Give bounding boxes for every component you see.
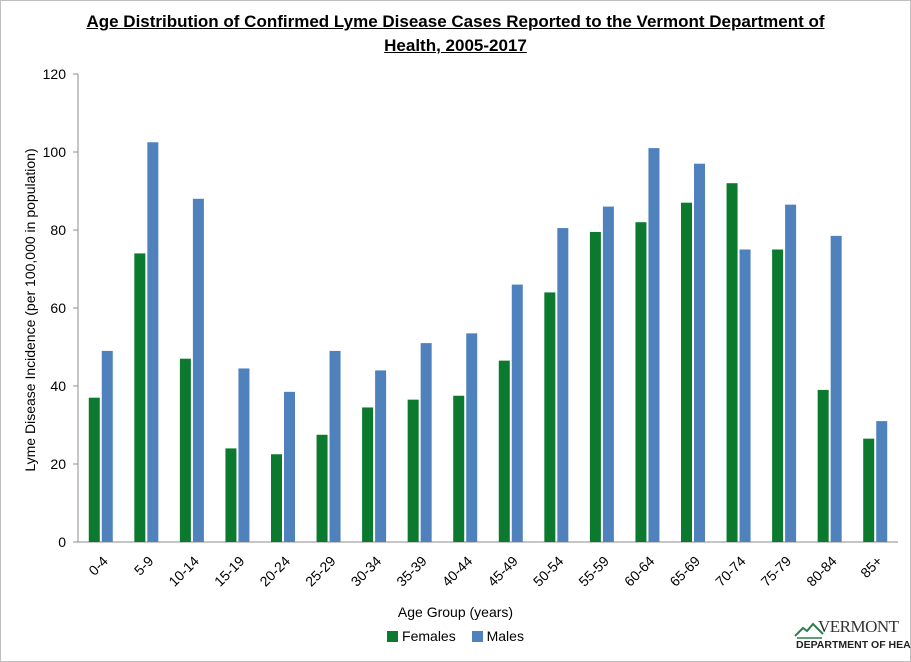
bar-females-60-64 — [635, 222, 647, 542]
x-tick-label: 10-14 — [165, 553, 202, 590]
bar-females-80-84 — [817, 389, 829, 542]
bar-females-40-44 — [453, 395, 465, 542]
bar-females-15-19 — [225, 448, 237, 542]
x-axis-label: Age Group (years) — [397, 604, 514, 620]
vermont-health-logo: VERMONT DEPARTMENT OF HEALTH — [792, 615, 911, 655]
y-tick-label: 120 — [43, 66, 67, 82]
bar-males-20-24 — [284, 391, 295, 542]
bar-males-75-79 — [785, 204, 797, 542]
bar-females-0-4 — [88, 397, 100, 542]
bar-males-85plus — [876, 421, 888, 542]
y-tick-label: 0 — [58, 534, 66, 550]
chart-title-line-1: Age Distribution of Confirmed Lyme Disea… — [86, 12, 825, 31]
bar-females-50-54 — [544, 292, 556, 542]
bar-females-5-9 — [134, 253, 146, 542]
x-tick-label: 65-69 — [666, 553, 703, 590]
legend: Females Males — [0, 628, 911, 644]
x-tick-label: 0-4 — [85, 553, 111, 579]
x-tick-label: 55-59 — [575, 553, 612, 590]
bar-males-10-14 — [192, 198, 204, 543]
bar-males-30-34 — [375, 370, 387, 542]
legend-swatch-females — [387, 631, 399, 642]
bar-females-70-74 — [726, 183, 738, 542]
x-tick-label: 20-24 — [256, 553, 293, 590]
bar-males-70-74 — [739, 249, 751, 542]
bar-females-45-49 — [498, 360, 510, 542]
bar-males-55-59 — [602, 206, 614, 542]
bar-males-40-44 — [466, 333, 478, 542]
chart-title-line-2: Health, 2005-2017 — [384, 36, 527, 55]
y-tick-label: 100 — [43, 144, 67, 160]
logo-name: VERMONT — [818, 617, 899, 636]
bar-females-85plus — [863, 438, 875, 542]
y-axis-label: Lyme Disease Incidence (per 100,000 in p… — [22, 148, 38, 472]
y-tick-label: 80 — [50, 222, 66, 238]
x-tick-label: 15-19 — [211, 553, 248, 590]
bar-males-35-39 — [420, 343, 432, 542]
bar-females-25-29 — [316, 434, 328, 542]
x-tick-label: 40-44 — [439, 553, 476, 590]
bar-females-55-59 — [589, 231, 601, 542]
mountain-logo-icon — [794, 622, 824, 639]
legend-swatch-males — [471, 631, 483, 642]
y-tick-label: 40 — [50, 378, 66, 394]
bar-males-45-49 — [511, 284, 523, 542]
bar-females-30-34 — [362, 407, 374, 542]
x-tick-label: 35-39 — [393, 553, 430, 590]
legend-item-females: Females — [387, 628, 456, 644]
legend-label-males: Males — [486, 628, 524, 644]
bar-males-0-4 — [101, 350, 113, 542]
bar-males-15-19 — [238, 368, 250, 542]
bar-males-65-69 — [694, 163, 705, 542]
x-tick-label: 80-84 — [803, 553, 840, 590]
bar-females-75-79 — [772, 249, 784, 542]
bar-males-80-84 — [830, 235, 842, 542]
y-tick-label: 60 — [50, 300, 66, 316]
bar-males-5-9 — [147, 142, 159, 542]
bar-males-25-29 — [329, 350, 341, 542]
x-tick-label: 50-54 — [530, 553, 567, 590]
x-tick-label: 45-49 — [484, 553, 521, 590]
x-tick-label: 25-29 — [302, 553, 339, 590]
x-tick-label: 5-9 — [131, 553, 157, 579]
bar-females-10-14 — [179, 358, 191, 542]
bar-females-65-69 — [681, 202, 692, 542]
legend-label-females: Females — [402, 628, 456, 644]
bar-females-35-39 — [407, 399, 419, 542]
x-tick-label: 60-64 — [621, 553, 658, 590]
chart-title: Age Distribution of Confirmed Lyme Disea… — [0, 10, 911, 58]
legend-item-males: Males — [471, 628, 524, 644]
bar-males-60-64 — [648, 148, 660, 542]
y-tick-label: 20 — [50, 456, 66, 472]
x-tick-label: 85+ — [857, 553, 885, 581]
bar-females-20-24 — [271, 454, 282, 542]
x-tick-label: 70-74 — [712, 553, 749, 590]
x-tick-label: 75-79 — [758, 553, 795, 590]
logo-subtitle: DEPARTMENT OF HEALTH — [796, 639, 911, 651]
bar-males-50-54 — [557, 228, 569, 543]
x-tick-label: 30-34 — [348, 553, 385, 590]
